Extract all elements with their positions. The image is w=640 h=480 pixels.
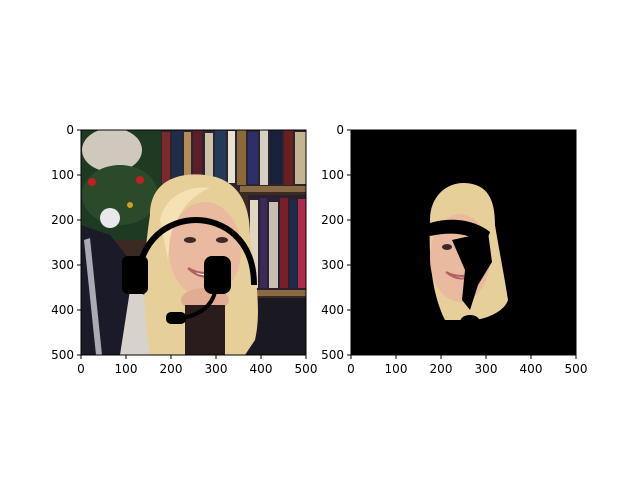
right-xtick-label: 200 — [430, 362, 453, 376]
right-xtick-label: 0 — [347, 362, 355, 376]
left-xtick-label: 200 — [160, 362, 183, 376]
right-ytick-label: 500 — [321, 348, 344, 362]
right-xtick-label: 100 — [385, 362, 408, 376]
right-xtick-label: 400 — [520, 362, 543, 376]
left-xtick-label: 0 — [77, 362, 85, 376]
christmas-tree — [81, 130, 161, 240]
right-ytick-label: 0 — [336, 123, 344, 137]
left-ytick-label: 200 — [51, 213, 74, 227]
right-ytick-label: 400 — [321, 303, 344, 317]
left-axes-frame — [80, 129, 307, 356]
left-ytick-label: 100 — [51, 168, 74, 182]
right-xtick-label: 500 — [565, 362, 588, 376]
right-xtick-label: 300 — [475, 362, 498, 376]
left-xtick-label: 500 — [295, 362, 318, 376]
right-ytick-label: 100 — [321, 168, 344, 182]
left-xtick-label: 100 — [115, 362, 138, 376]
left-image — [81, 130, 306, 355]
right-ytick-label: 300 — [321, 258, 344, 272]
left-ytick-label: 500 — [51, 348, 74, 362]
right-ytick-label: 200 — [321, 213, 344, 227]
left-ytick-label: 0 — [66, 123, 74, 137]
left-ytick-label: 400 — [51, 303, 74, 317]
left-xtick-label: 300 — [205, 362, 228, 376]
left-xtick-label: 400 — [250, 362, 273, 376]
headset-icon — [122, 216, 257, 324]
left-ytick-label: 300 — [51, 258, 74, 272]
right-axes-frame — [350, 129, 577, 356]
right-image — [351, 130, 576, 355]
